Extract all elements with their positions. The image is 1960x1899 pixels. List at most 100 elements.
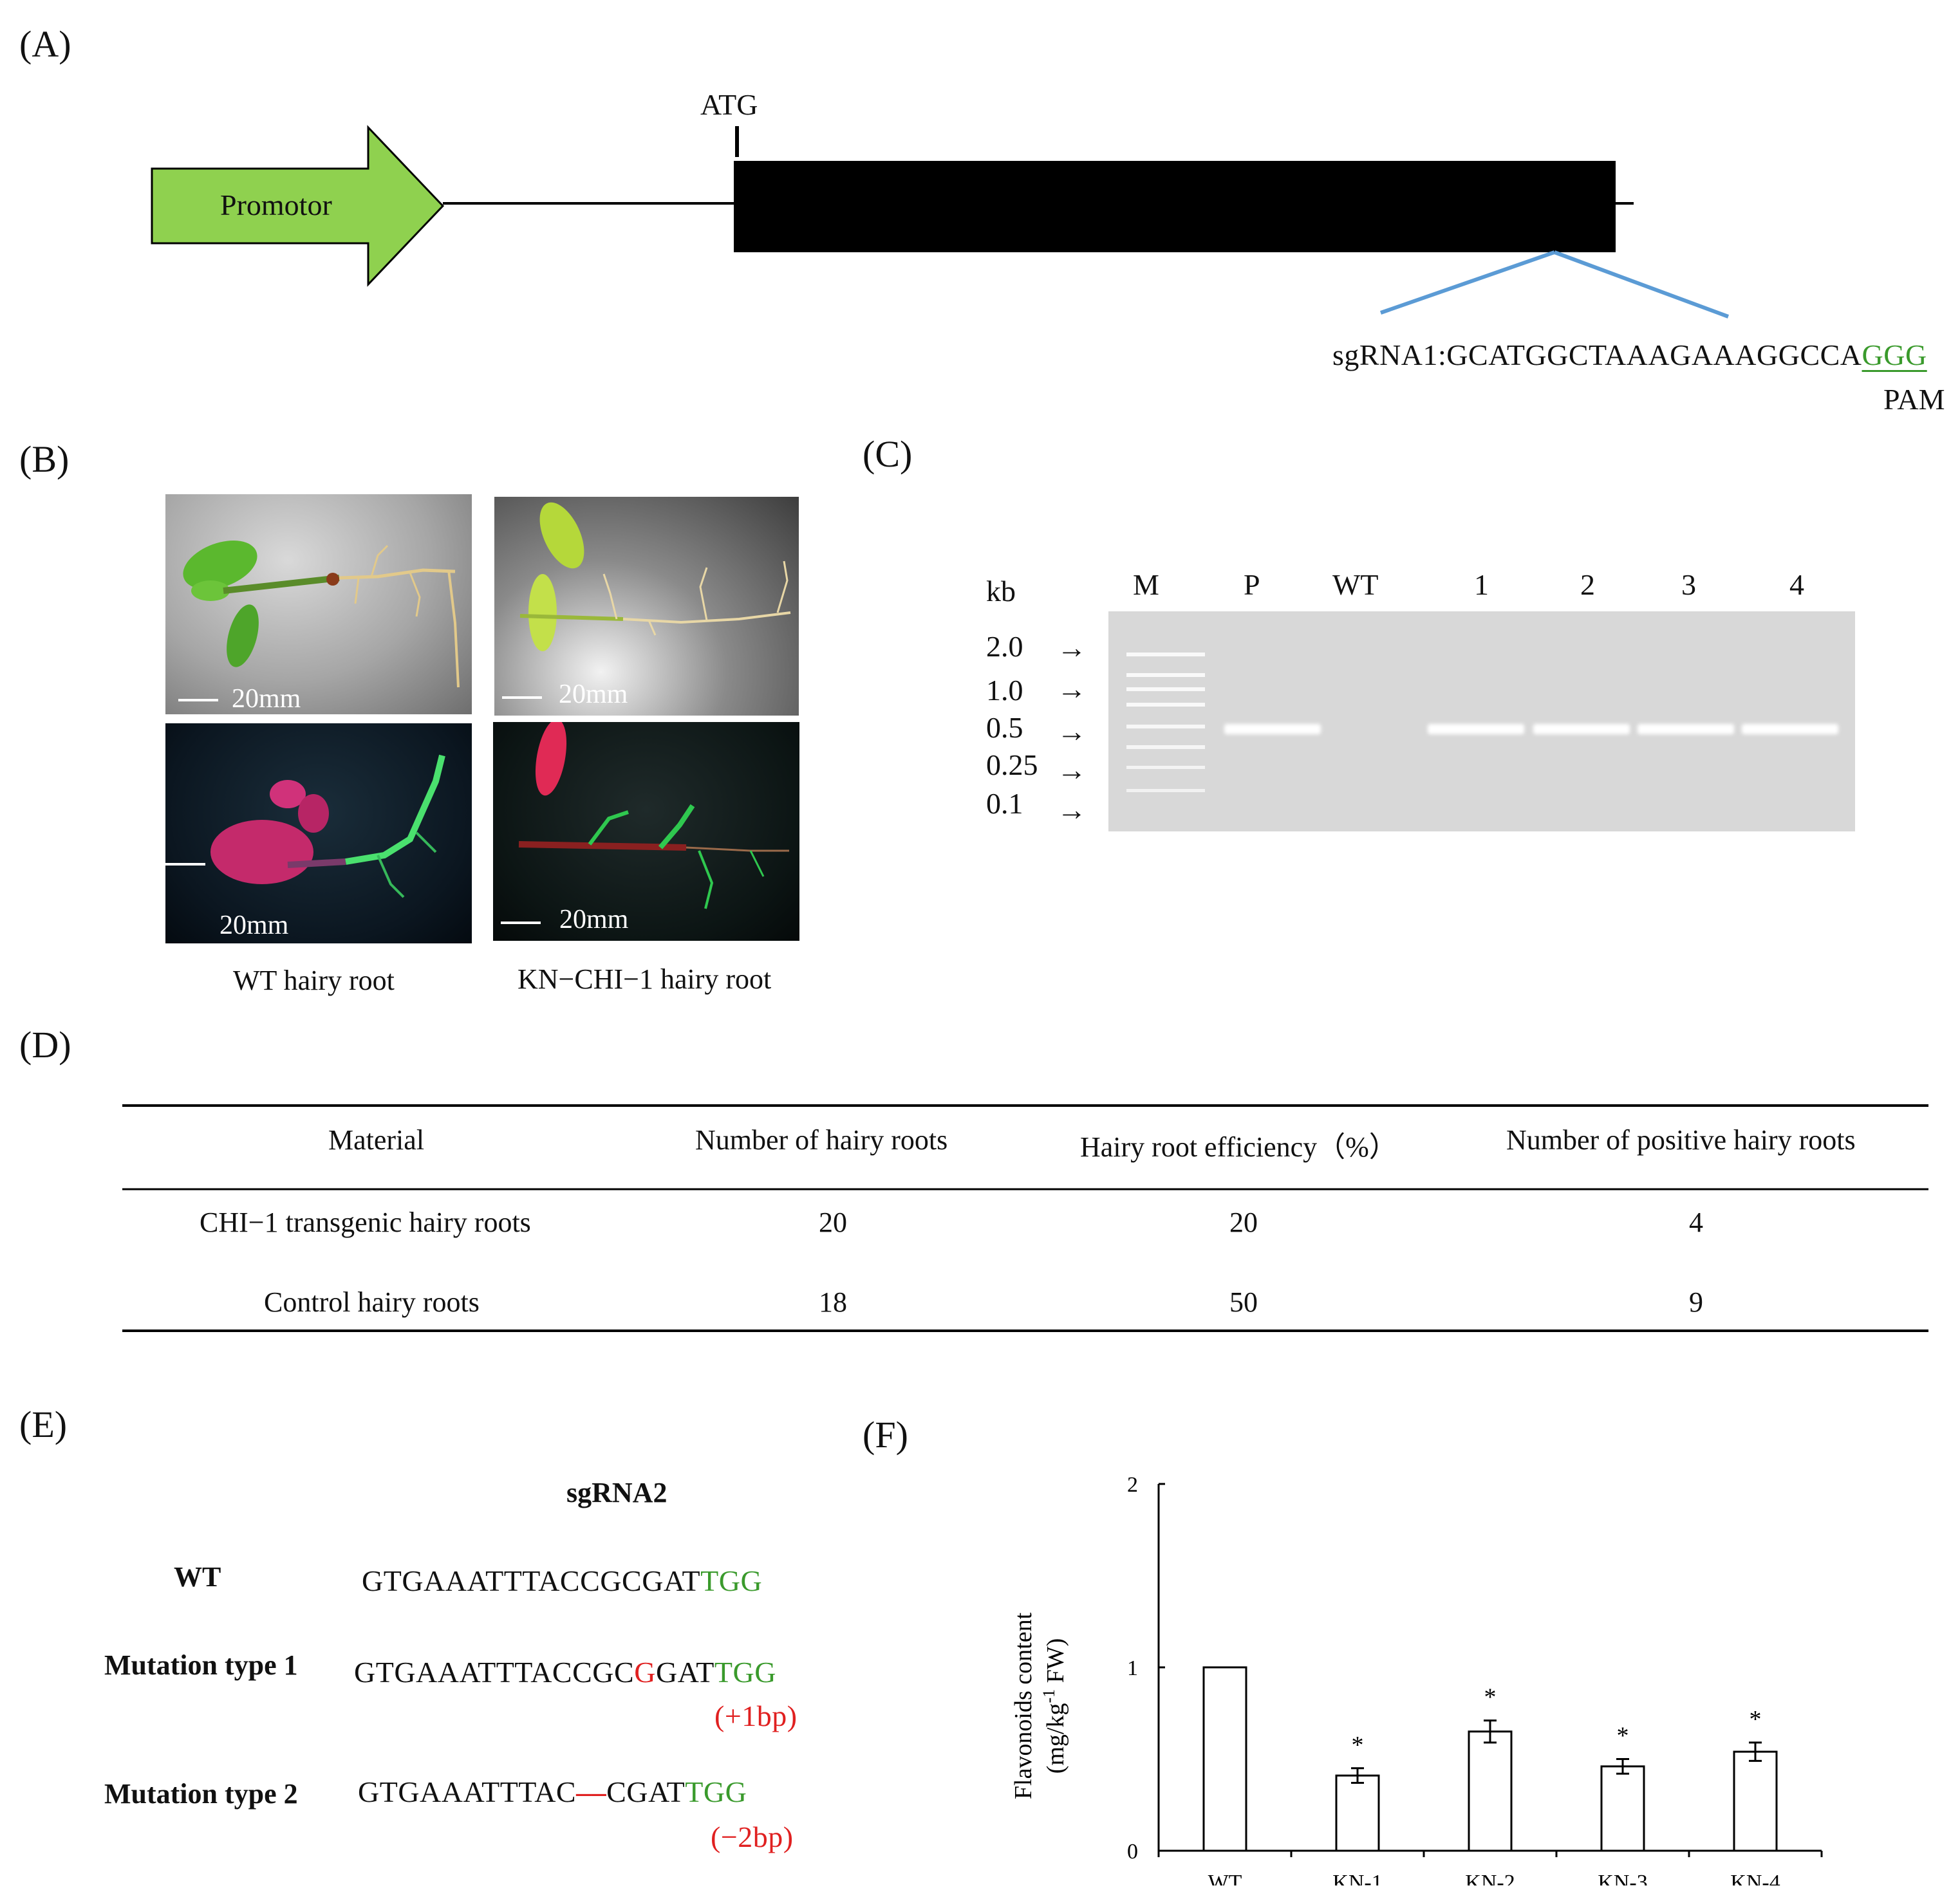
photo-wt-fluorescence: 20mm: [165, 723, 472, 943]
caption-wt-hairy-root: WT hairy root: [233, 965, 395, 996]
gel-image: [1108, 611, 1855, 831]
scale-bar: [501, 922, 541, 924]
pcr-band-p: [1224, 724, 1321, 734]
significance-marker: *: [1484, 1684, 1497, 1711]
bar: [1202, 1666, 1247, 1852]
promoter-arrow: [151, 125, 445, 287]
lane-label-3: 3: [1681, 568, 1696, 601]
sequence-text: GTGAAATTTACCGCGATTGG: [362, 1564, 762, 1598]
table-cell: 9: [1689, 1286, 1703, 1318]
promoter-label: Promotor: [220, 189, 332, 221]
flavonoid-bar-chart: 0 1 2 WT * KN-1 * KN-2 * KN-3 * KN-4 Flavonoids cont…: [966, 1461, 1867, 1885]
sgrna1-callout-left: [1380, 250, 1555, 315]
significance-marker: *: [1617, 1723, 1629, 1750]
marker-band: [1126, 703, 1205, 707]
summary-table: Material Number of hairy roots Hairy roo…: [122, 1104, 1928, 1332]
table-header-efficiency: Hairy root efficiency（%）: [1080, 1131, 1397, 1163]
lane-label-wt: WT: [1332, 568, 1379, 601]
x-tick-label: KN-1: [1332, 1871, 1382, 1885]
panel-label-f: (F): [863, 1414, 908, 1456]
y-tick-label: 0: [1127, 1840, 1138, 1864]
kb-label: kb: [986, 575, 1016, 607]
lane-label-1: 1: [1474, 568, 1489, 601]
lane-label-p: P: [1244, 568, 1260, 601]
pcr-band-2: [1533, 724, 1630, 734]
marker-band: [1126, 766, 1205, 769]
gene-structure-diagram: [0, 0, 1960, 425]
y-tick-label: 2: [1127, 1473, 1138, 1497]
sgrna1-callout-right: [1553, 250, 1730, 319]
y-axis-label: Flavonoids content: [1010, 1612, 1037, 1799]
sequence-body: GAT: [655, 1656, 714, 1689]
sequence-text: GTGAAATTTACCGCGGATTGG: [354, 1655, 776, 1689]
marker-band: [1126, 745, 1205, 749]
table-cell: 4: [1689, 1207, 1703, 1238]
table-cell: 50: [1229, 1286, 1258, 1318]
table-header-material: Material: [328, 1124, 425, 1156]
panel-label-c: (C): [863, 433, 913, 475]
marker-band: [1126, 687, 1205, 691]
table-header-positive: Number of positive hairy roots: [1506, 1124, 1856, 1156]
table-cell: 20: [819, 1207, 847, 1238]
x-tick-label: WT: [1208, 1871, 1242, 1885]
arrow-icon: →: [1057, 793, 1087, 826]
sequence-body: GTGAAATTTACCGC: [354, 1656, 635, 1689]
sequence-body: GTGAAATTTAC: [358, 1775, 577, 1808]
significance-marker: *: [1750, 1706, 1762, 1733]
marker-label: 1.0: [986, 674, 1023, 707]
x-tick-label: KN-2: [1465, 1871, 1515, 1885]
arrow-icon: →: [1057, 672, 1087, 705]
sequence-pam: TGG: [700, 1564, 763, 1597]
panel-label-d: (D): [19, 1024, 71, 1066]
marker-label: 0.5: [986, 711, 1023, 744]
arrow-icon: →: [1057, 754, 1087, 786]
marker-band: [1126, 653, 1205, 656]
marker-band: [1126, 725, 1205, 728]
y-tick-label: 1: [1127, 1656, 1138, 1680]
lane-label-2: 2: [1580, 568, 1595, 601]
exon-block: [734, 161, 1616, 252]
sgrna2-title: sgRNA2: [566, 1477, 667, 1508]
sequence-text: GTGAAATTTAC––CGATTGG: [358, 1775, 747, 1809]
table-header-count: Number of hairy roots: [695, 1124, 948, 1156]
sgrna1-sequence: sgRNA1:GCATGGCTAAAGAAAGGCCAGGG: [1332, 338, 1927, 372]
scale-bar: [165, 863, 205, 866]
sequence-body: GTGAAATTTACCGCGAT: [362, 1564, 701, 1597]
arrow-icon: →: [1057, 631, 1087, 664]
arrow-icon: →: [1057, 715, 1087, 748]
marker-label: 0.1: [986, 787, 1023, 820]
mutation-note: (+1bp): [714, 1700, 798, 1732]
marker-label: 0.25: [986, 748, 1038, 781]
bar: [1468, 1730, 1513, 1852]
marker-label: 2.0: [986, 630, 1023, 663]
panel-label-e: (E): [19, 1403, 68, 1445]
lane-label-m: M: [1133, 568, 1159, 601]
sequence-pam: TGG: [714, 1656, 776, 1689]
panel-label-b: (B): [19, 438, 70, 480]
sequence-label: Mutation type 2: [104, 1778, 298, 1810]
panel-label-a: (A): [19, 23, 71, 65]
y-axis-unit: (mg/kg-1 FW): [1040, 1638, 1069, 1774]
x-tick-label: KN-4: [1730, 1871, 1780, 1885]
bar: [1335, 1774, 1380, 1852]
pcr-band-4: [1742, 724, 1838, 734]
scale-label: 20mm: [559, 680, 628, 709]
sequence-deletion: ––: [576, 1775, 607, 1808]
photo-wt-brightfield: 20mm: [165, 494, 472, 714]
sequence-insertion: G: [634, 1656, 656, 1689]
pam-label: PAM: [1883, 383, 1945, 416]
scale-label: 20mm: [219, 911, 289, 940]
bar: [1733, 1750, 1778, 1852]
sgrna1-target: sgRNA1:GCATGGCTAAAGAAAGGCCA: [1332, 338, 1862, 371]
atg-label: ATG: [700, 88, 758, 121]
table-cell: 18: [819, 1286, 847, 1318]
scale-label: 20mm: [559, 905, 629, 934]
sequence-label: WT: [174, 1561, 221, 1593]
table-cell: CHI−1 transgenic hairy roots: [200, 1207, 531, 1238]
x-tick-label: KN-3: [1598, 1871, 1647, 1885]
scale-bar: [178, 699, 218, 701]
table-cell: Control hairy roots: [264, 1286, 480, 1318]
marker-band: [1126, 673, 1205, 677]
pcr-band-1: [1428, 724, 1524, 734]
bar: [1600, 1765, 1645, 1852]
